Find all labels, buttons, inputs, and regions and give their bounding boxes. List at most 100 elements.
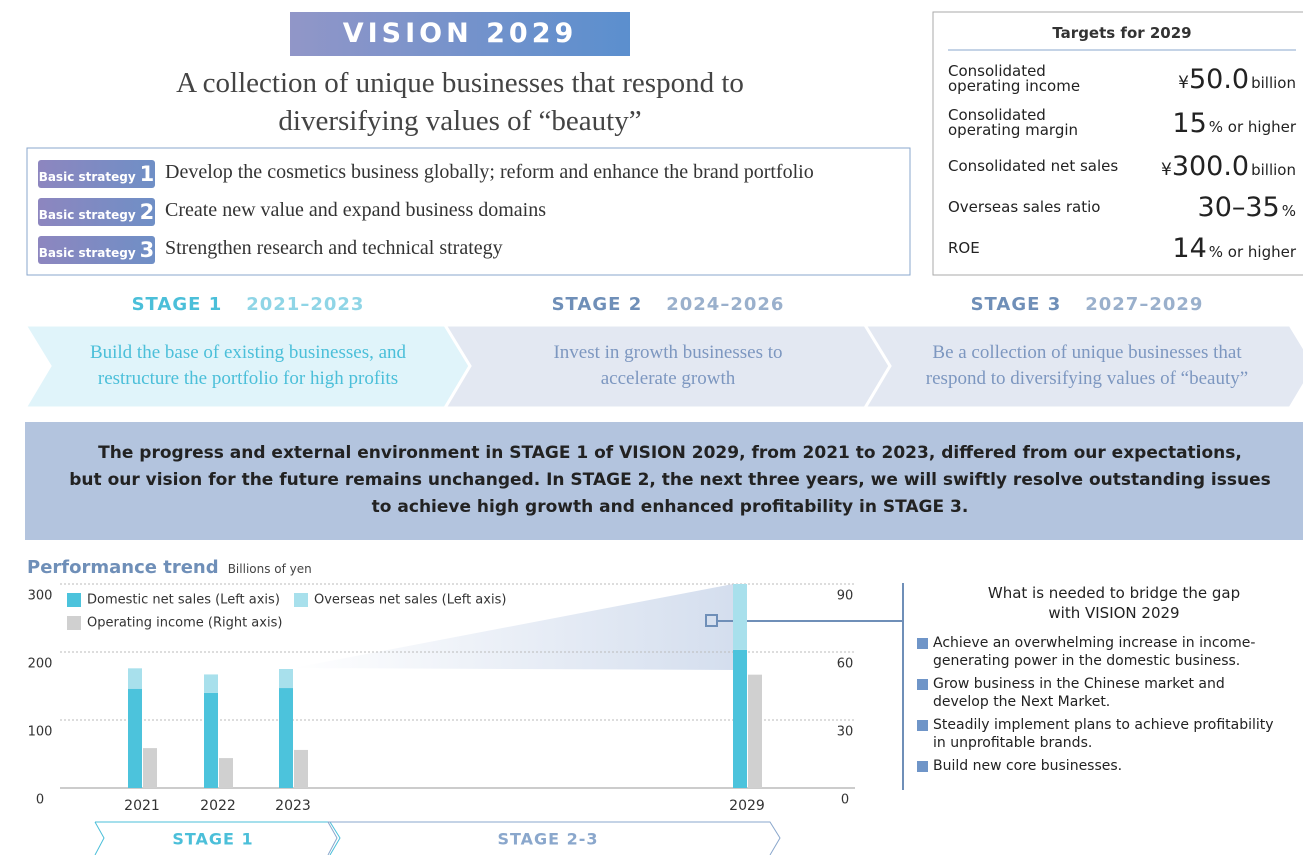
stage-years: 2027–2029 <box>1085 294 1204 315</box>
y-tick-label: 200 <box>28 657 53 672</box>
stage-text: Be a collection of unique businesses tha… <box>867 340 1303 392</box>
target-value: ¥50.0 billion <box>1178 63 1296 97</box>
legend-swatch <box>67 616 81 630</box>
legend-swatch <box>294 593 308 607</box>
legend-label: Operating income (Right axis) <box>87 616 282 631</box>
gap-line: Build new core businesses. <box>933 757 1303 775</box>
label-line: Consolidated <box>948 106 1046 124</box>
chart-subtitle: Billions of yen <box>227 562 312 576</box>
y-tick-label: 100 <box>28 725 53 740</box>
badge-text: Basic strategy 1 <box>38 160 155 188</box>
line: Invest in growth businesses to <box>553 342 783 363</box>
prefix: ¥ <box>1160 160 1172 180</box>
strategy: Develop the cosmetics business globally;… <box>165 161 814 183</box>
target-label: Consolidated net sales <box>948 159 1118 174</box>
bullet <box>917 679 928 690</box>
x-tick-label: 2022 <box>200 798 236 814</box>
line: Grow business in the Chinese market and <box>933 676 1225 692</box>
legend-label: Overseas net sales (Left axis) <box>314 593 506 608</box>
x-tick-label: 2021 <box>124 798 160 814</box>
gap-title-line: with VISION 2029 <box>1048 604 1180 622</box>
unit: billion <box>1251 161 1296 179</box>
message-bg <box>25 422 1303 540</box>
stage-line: respond to diversifying values of “beaut… <box>867 366 1303 392</box>
stage-name: STAGE 2 <box>551 294 643 315</box>
unit: % or higher <box>1208 243 1296 261</box>
y-tick-label: 0 <box>36 793 44 808</box>
unit: billion <box>1251 74 1296 92</box>
unit: % <box>1281 202 1296 220</box>
line: Achieve an overwhelming increase in inco… <box>933 635 1256 651</box>
gap-line: Steadily implement plans to achieve prof… <box>933 716 1303 734</box>
badge <box>38 198 155 226</box>
stage-heading: STAGE 3 2027–2029 <box>887 294 1287 315</box>
label-line: Consolidated net sales <box>948 157 1119 175</box>
bar <box>733 584 747 650</box>
chevrons <box>22 323 1303 410</box>
bar <box>143 748 157 788</box>
line: Build new core businesses. <box>933 758 1123 774</box>
targets-box <box>932 11 1303 276</box>
stage-years: 2021–2023 <box>246 294 365 315</box>
bar <box>733 649 747 788</box>
badge-number: 3 <box>139 238 155 262</box>
stage-name: STAGE 1 <box>131 294 223 315</box>
figure: 30–35 <box>1197 192 1280 223</box>
bar <box>279 669 293 689</box>
bar <box>128 688 142 788</box>
badge-label: Basic strategy <box>38 170 136 184</box>
line: restructure the portfolio for high profi… <box>97 368 399 389</box>
stage-band <box>328 821 781 855</box>
line: Build the base of existing businesses, a… <box>89 342 407 363</box>
stage-text: Build the base of existing businesses, a… <box>28 340 468 392</box>
stage-line: Build the base of existing businesses, a… <box>28 340 468 366</box>
badge-number: 1 <box>139 162 155 186</box>
strategy: Strengthen research and technical strate… <box>165 237 503 259</box>
stage-heading: STAGE 1 2021–2023 <box>48 294 448 315</box>
target-label: Overseas sales ratio <box>948 200 1100 215</box>
gap-title: What is needed to bridge the gap with VI… <box>925 583 1303 623</box>
target-label-line: Consolidated net sales <box>948 159 1118 174</box>
figure: 300.0 <box>1171 151 1250 182</box>
target-label-line: ROE <box>948 241 980 256</box>
x-tick-label: 2023 <box>275 798 311 814</box>
badge-text: Basic strategy 2 <box>38 198 155 226</box>
stage-line: restructure the portfolio for high profi… <box>28 366 468 392</box>
target-label: Consolidated operating income <box>948 64 1080 94</box>
badge-label: Basic strategy <box>38 208 136 222</box>
figure: 14 <box>1172 233 1207 264</box>
gap-wedge <box>293 584 733 670</box>
target-label-line: Consolidated <box>948 108 1078 123</box>
bullet <box>917 720 928 731</box>
target-value: 14% or higher <box>1172 232 1296 266</box>
gap-item: Grow business in the Chinese market and d… <box>933 675 1303 711</box>
message-line: but our vision for the future remains un… <box>69 470 1271 490</box>
stage-band <box>327 821 338 855</box>
bar <box>279 688 293 788</box>
target-value: 15% or higher <box>1172 107 1296 141</box>
line: develop the Next Market. <box>933 694 1111 710</box>
strategy: Create new value and expand business dom… <box>165 199 547 221</box>
gap-item: Build new core businesses. <box>933 757 1303 775</box>
bar <box>748 674 762 788</box>
gap-line: Grow business in the Chinese market and <box>933 675 1303 693</box>
targets-title: Targets for 2029 <box>1052 24 1192 42</box>
x-tick-label: 2029 <box>729 798 765 814</box>
target-label-line: operating income <box>948 79 1080 94</box>
y2-tick-label: 30 <box>837 725 854 740</box>
bar <box>204 674 218 693</box>
stage-line: accelerate growth <box>448 366 888 392</box>
line: accelerate growth <box>600 368 736 389</box>
target-label-line: Consolidated <box>948 64 1080 79</box>
y2-tick-label: 60 <box>837 657 854 672</box>
target-label-line: Overseas sales ratio <box>948 200 1100 215</box>
gap-line: develop the Next Market. <box>933 693 1303 711</box>
subtitle-line: A collection of unique businesses that r… <box>176 67 744 99</box>
target-value: ¥300.0 billion <box>1161 150 1296 184</box>
stage-band-label: STAGE 2-3 <box>497 830 598 849</box>
stage-name: STAGE 3 <box>970 294 1062 315</box>
stage-line: Be a collection of unique businesses tha… <box>867 340 1303 366</box>
target-label: Consolidated operating margin <box>948 108 1078 138</box>
badge <box>38 236 155 264</box>
